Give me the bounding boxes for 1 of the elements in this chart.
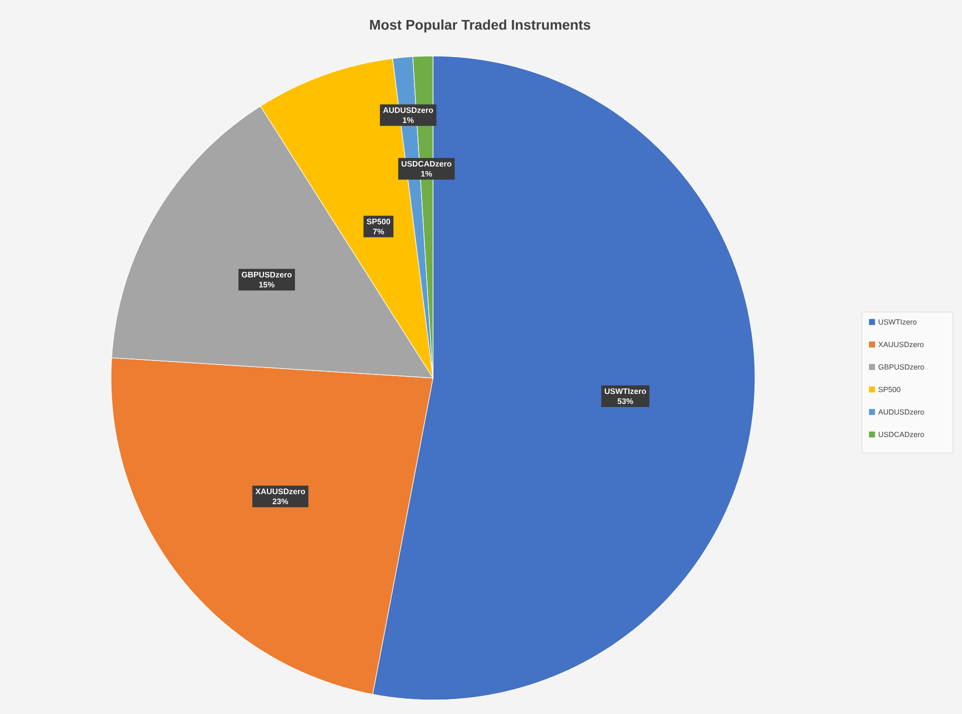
chart-title: Most Popular Traded Instruments bbox=[370, 19, 590, 32]
